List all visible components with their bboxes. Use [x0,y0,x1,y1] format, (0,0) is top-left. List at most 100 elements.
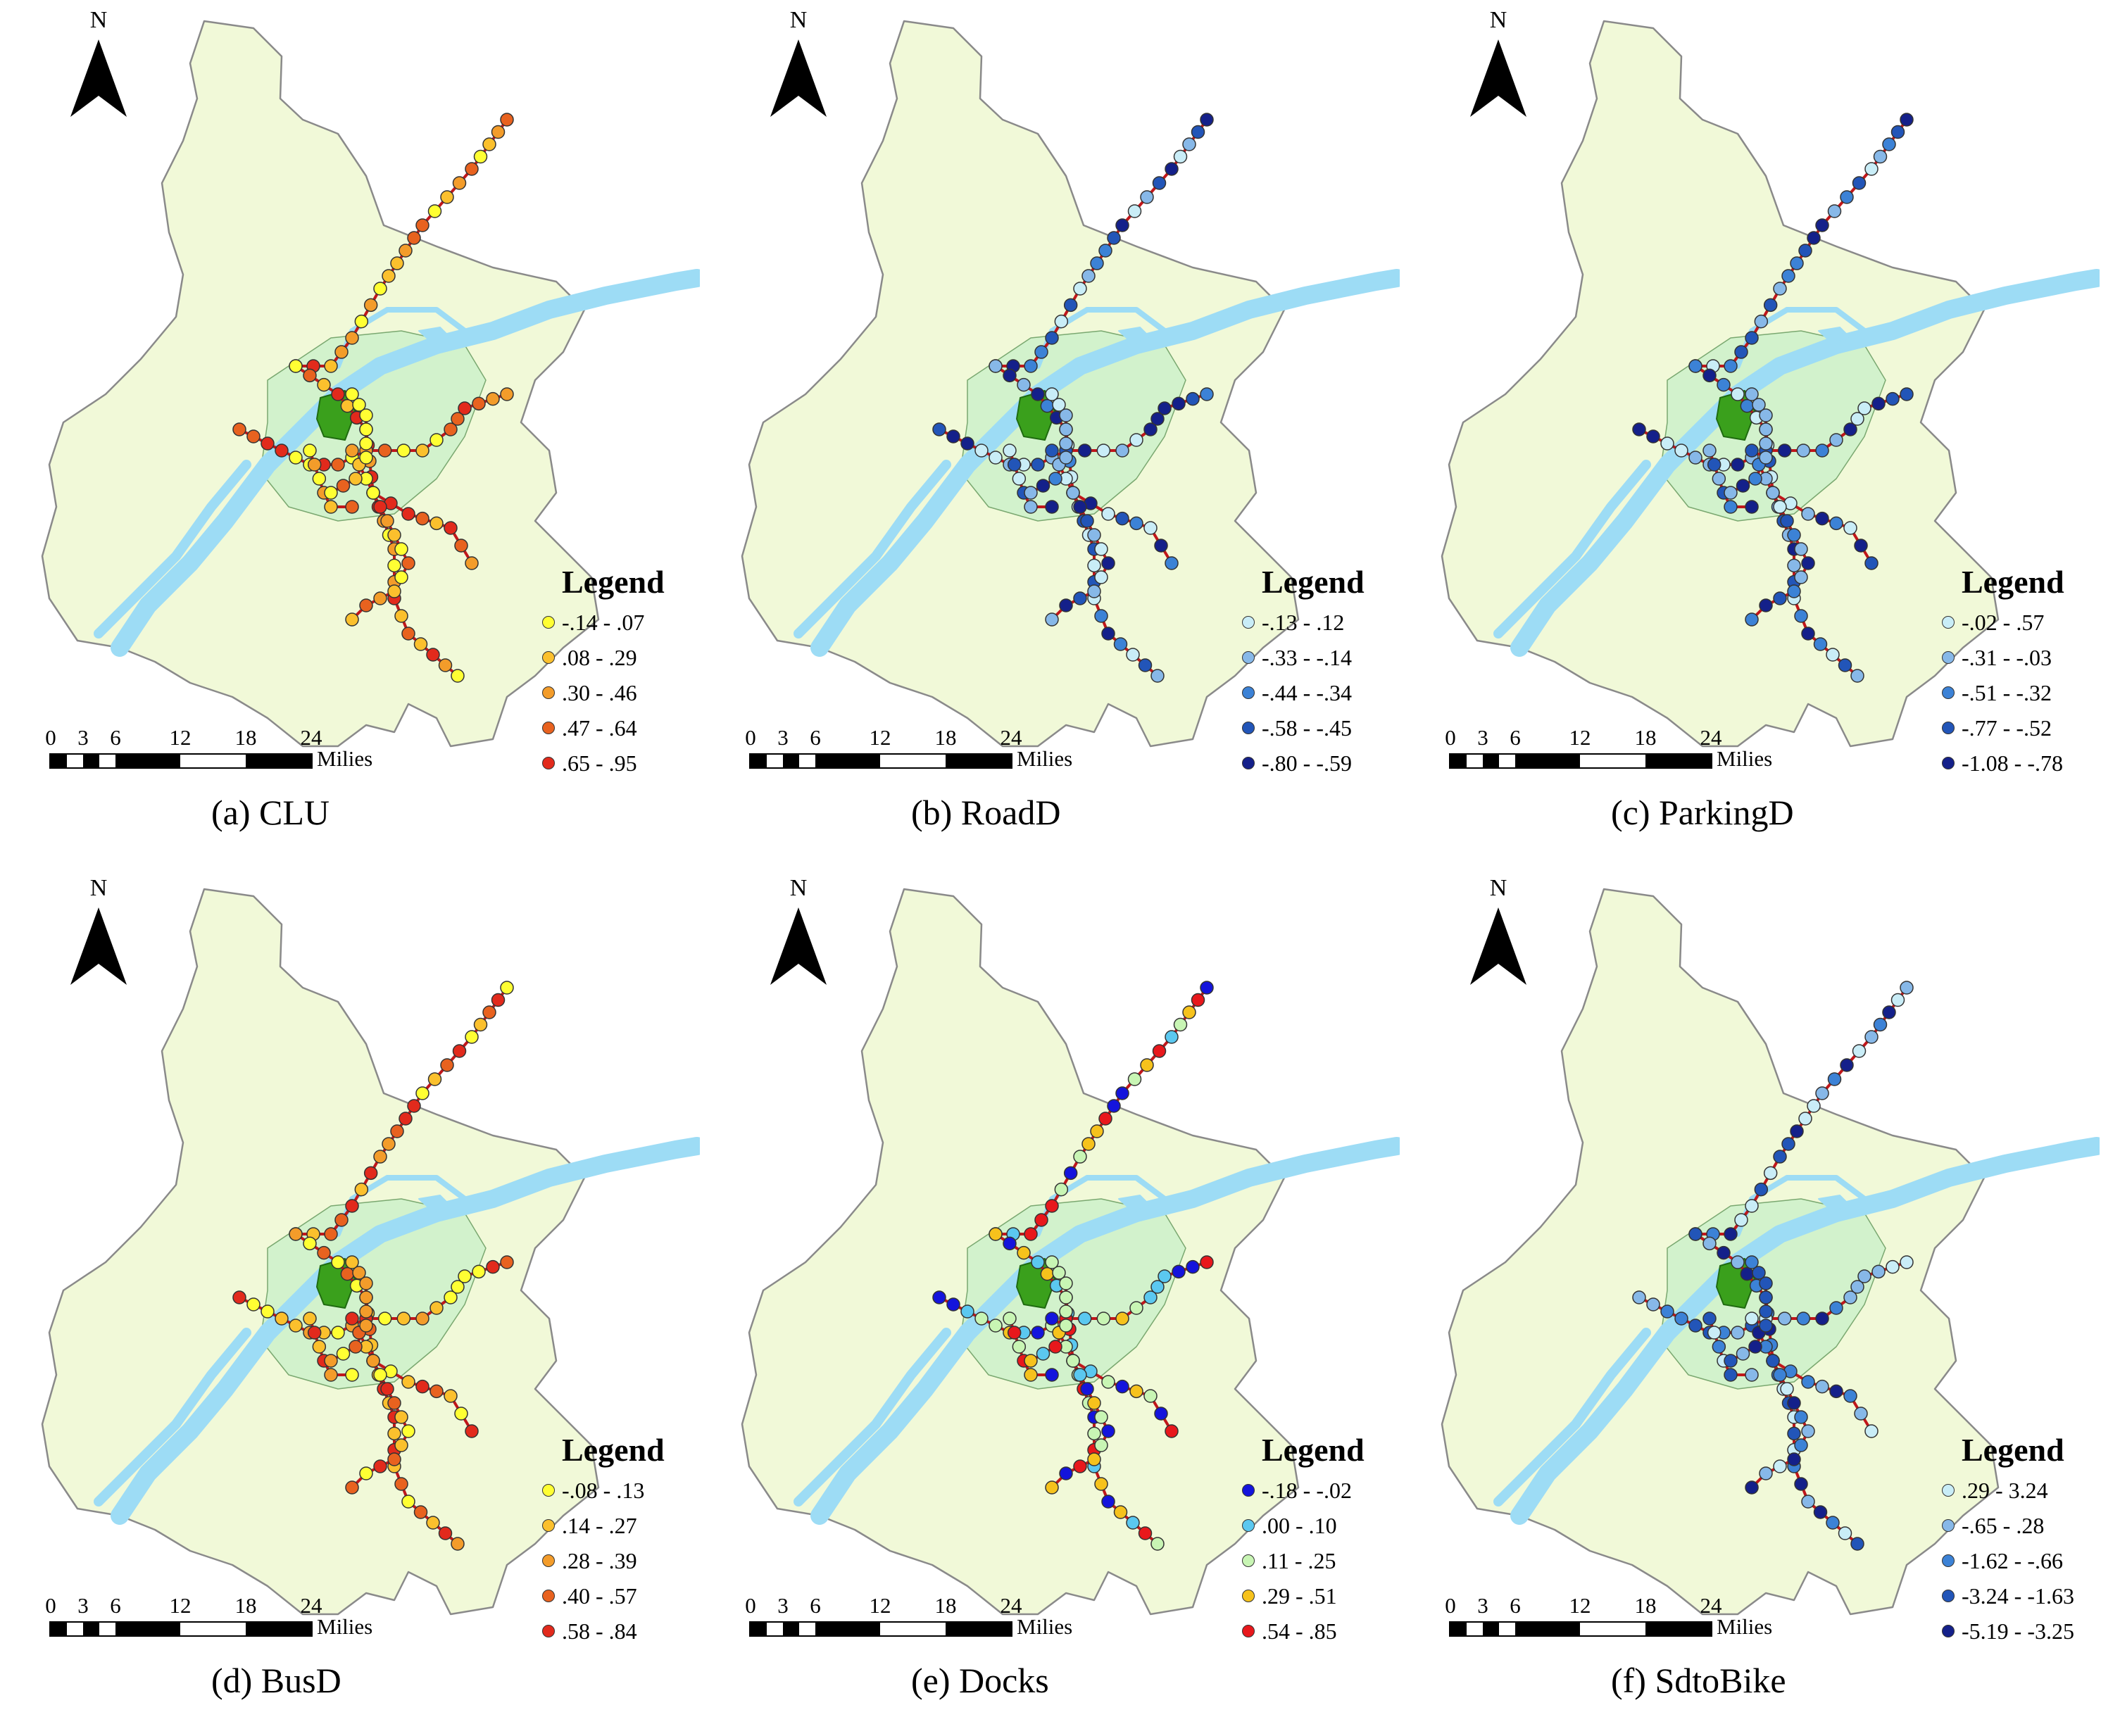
station-marker [387,584,401,598]
station-marker [1165,1030,1179,1044]
legend-item: .54 - .85 [1242,1614,1365,1649]
station-marker [486,391,500,406]
station-marker [1059,436,1073,451]
station-marker [1864,556,1879,570]
station-marker [1154,539,1168,553]
legend-item: -.51 - -.32 [1942,675,2064,710]
station-marker [366,1354,380,1368]
station-marker [427,204,442,218]
station-marker [1801,627,1815,641]
panel-caption: (f) SdtoBike [1611,1661,1786,1700]
station-marker [440,190,454,204]
legend-item: -.08 - .13 [542,1473,665,1508]
legend-item: .14 - .27 [542,1508,665,1543]
station-marker [415,218,429,232]
station-marker [1759,1319,1773,1333]
legend-title: Legend [1962,564,2064,600]
station-marker [1059,408,1073,422]
station-marker [1200,1255,1214,1269]
station-marker [1731,458,1745,472]
station-marker [1807,231,1821,245]
station-marker [1815,511,1829,526]
station-marker [1034,1213,1048,1227]
scale-unit: Milies [1717,1614,1773,1639]
map-panel-d: N Legend -.08 - .13 .14 - .27 .28 - .39 .40 -… [0,868,700,1736]
river-branch [1493,1328,1651,1507]
station-marker [473,1017,488,1032]
station-marker [345,1312,359,1326]
station-marker [1780,514,1794,528]
station-marker [1059,1466,1073,1480]
scale-tick-label: 24 [1700,1593,1722,1618]
legend-swatch [1942,757,1955,769]
north-arrow-icon [70,907,127,985]
legend-label: .11 - .25 [1262,1547,1336,1573]
station-marker [465,556,479,570]
station-marker [444,422,458,436]
station-marker [275,1312,289,1326]
scale-tick-label: 3 [77,725,89,750]
station-marker [334,1213,349,1227]
station-marker [1745,500,1759,514]
station-marker [1759,1290,1773,1304]
station-marker [1854,1407,1868,1421]
station-marker [1688,451,1702,465]
station-marker [465,1030,479,1044]
station-marker [1773,282,1787,296]
station-marker [394,1477,408,1491]
legend: Legend -.02 - .57 -.31 - -.03 -.51 - -.32 -.… [1942,563,2064,781]
legend-label: .47 - .64 [562,715,637,741]
scale-tick-label: 0 [45,1593,56,1618]
river [1510,269,2100,657]
legend-item: -1.62 - -.66 [1942,1543,2074,1578]
station-marker [363,1166,378,1181]
station-marker [1066,1354,1080,1368]
station-marker [1045,1255,1059,1269]
lake [418,1195,451,1212]
station-marker [1007,458,1022,472]
station-marker [359,422,373,436]
station-marker [1843,521,1857,535]
river-branch [794,1328,951,1507]
station-marker [1731,1326,1745,1340]
station-marker [960,436,974,451]
station-marker [312,472,327,486]
station-marker [1012,1340,1027,1354]
station-marker [426,1516,440,1530]
station-marker [1781,269,1795,283]
station-marker [1143,521,1158,535]
station-marker [444,1290,458,1304]
station-marker [1165,162,1179,176]
station-marker [1003,444,1017,458]
station-marker [1745,612,1759,627]
station-marker [1646,1297,1660,1312]
station-marker [989,1227,1003,1241]
station-marker [394,542,408,556]
north-arrow-icon [70,39,127,117]
north-label: N [1489,875,1507,901]
legend-item: -.18 - -.02 [1242,1473,1365,1508]
legend-item: .29 - 3.24 [1942,1473,2074,1508]
scale-tick-label: 24 [1000,1593,1022,1618]
station-marker [373,1150,387,1164]
station-marker [1150,1537,1165,1551]
station-marker [345,1255,359,1269]
station-marker [429,1301,444,1315]
legend-label: -.33 - -.14 [1262,644,1352,670]
station-marker [1773,1150,1787,1164]
station-marker [1173,149,1188,164]
legend-item: -.13 - .12 [1242,605,1365,640]
panel-caption: (e) Docks [911,1661,1049,1700]
station-marker [1736,1347,1750,1361]
station-marker [932,1290,946,1304]
station-marker [1724,500,1738,514]
scale-tick-label: 6 [1510,725,1521,750]
station-marker [1745,444,1759,458]
station-marker [289,359,303,373]
station-marker [1734,1213,1748,1227]
station-marker [1107,1099,1121,1113]
station-marker [1826,1516,1840,1530]
scale-bar: 0 3 6 12 18 24 Milies [45,1593,372,1640]
scale-tick-label: 6 [810,1593,821,1618]
station-marker [1794,542,1808,556]
